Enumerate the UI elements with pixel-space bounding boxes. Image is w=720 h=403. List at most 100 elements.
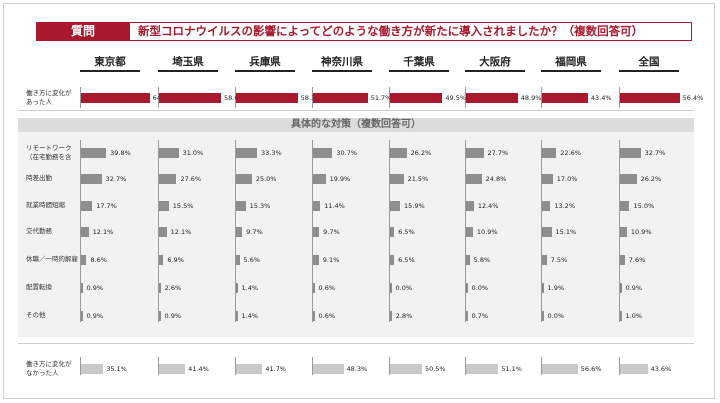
data-bar	[466, 283, 468, 293]
data-label: 35.1%	[106, 365, 127, 373]
data-bar	[542, 201, 551, 211]
data-bar	[313, 174, 326, 184]
data-bar	[81, 93, 150, 103]
data-bar	[236, 148, 258, 158]
data-label: 0.0%	[471, 284, 489, 292]
data-label: 43.6%	[650, 365, 672, 373]
data-bar	[466, 148, 484, 158]
data-bar	[313, 311, 315, 321]
data-label: 32.7%	[644, 149, 666, 157]
data-bar	[81, 227, 89, 237]
row-label: 働き方に変化が あった人	[26, 89, 72, 106]
data-label: 17.7%	[96, 202, 117, 210]
data-label: 6.9%	[167, 256, 184, 264]
data-label: 15.0%	[633, 202, 655, 210]
chart-frame	[3, 3, 715, 399]
data-label: 15.5%	[172, 202, 194, 210]
data-bar	[159, 364, 186, 374]
data-bar	[159, 174, 177, 184]
data-label: 26.2%	[640, 175, 662, 183]
data-label: 48.3%	[346, 365, 368, 373]
data-label: 9.7%	[246, 228, 263, 236]
data-bar	[620, 201, 630, 211]
data-label: 41.4%	[188, 365, 209, 373]
data-bar	[81, 148, 107, 158]
data-bar	[159, 93, 221, 103]
axis-line	[80, 87, 81, 108]
data-bar	[159, 311, 161, 321]
data-bar	[542, 311, 544, 321]
question-text: 新型コロナウイルスの影響によってどのような働き方が新たに導入されましたか？（複数…	[130, 22, 692, 41]
data-bar	[159, 283, 161, 293]
data-label: 0.0%	[547, 312, 565, 320]
prefecture-header: 福岡県	[541, 55, 601, 72]
row-label: 就業時間短縮	[26, 201, 65, 209]
data-label: 15.9%	[404, 202, 425, 210]
data-bar	[620, 255, 625, 265]
prefecture-header: 東京都	[80, 55, 140, 72]
row-label: 配置転換	[26, 283, 52, 291]
data-bar	[620, 93, 680, 103]
data-label: 31.0%	[182, 149, 204, 157]
data-label: 27.6%	[180, 175, 202, 183]
data-bar	[466, 255, 470, 265]
prefecture-header: 埼玉県	[158, 55, 218, 72]
data-bar	[159, 201, 169, 211]
data-label: 17.0%	[556, 175, 578, 183]
data-bar	[159, 255, 164, 265]
data-bar	[159, 148, 179, 158]
data-bar	[466, 201, 474, 211]
axis-line	[235, 87, 236, 108]
data-bar	[542, 283, 544, 293]
data-label: 0.0%	[395, 284, 413, 292]
data-label: 27.7%	[487, 149, 509, 157]
data-bar	[390, 255, 395, 265]
data-bar	[620, 174, 637, 184]
axis-line	[619, 87, 620, 108]
data-bar	[390, 174, 404, 184]
data-label: 5.6%	[243, 256, 261, 264]
data-bar	[313, 93, 368, 103]
data-label: 21.5%	[407, 175, 429, 183]
data-bar	[542, 148, 557, 158]
data-label: 41.7%	[265, 365, 287, 373]
axis-line	[619, 140, 620, 322]
row-label: 時差出勤	[26, 174, 52, 182]
data-label: 2.6%	[164, 284, 182, 292]
prefecture-header: 神奈川県	[312, 55, 372, 72]
data-bar	[313, 201, 321, 211]
data-label: 7.6%	[628, 256, 646, 264]
data-bar	[466, 364, 499, 374]
data-label: 0.9%	[164, 312, 182, 320]
measures-panel	[18, 118, 694, 337]
axis-line	[158, 140, 159, 322]
data-label: 5.8%	[473, 256, 491, 264]
data-label: 12.1%	[92, 228, 114, 236]
data-label: 33.3%	[261, 149, 282, 157]
data-label: 10.9%	[476, 228, 498, 236]
data-label: 51.7%	[370, 94, 392, 102]
data-label: 0.7%	[471, 312, 489, 320]
data-bar	[620, 364, 648, 374]
row-separator	[18, 343, 694, 344]
data-label: 12.1%	[170, 228, 192, 236]
data-label: 10.9%	[630, 228, 652, 236]
axis-line	[541, 140, 542, 322]
data-label: 25.0%	[255, 175, 277, 183]
data-bar	[313, 148, 333, 158]
data-label: 0.9%	[86, 284, 104, 292]
data-bar	[542, 364, 578, 374]
data-label: 12.4%	[477, 202, 499, 210]
prefecture-header: 千葉県	[389, 55, 449, 72]
data-bar	[390, 283, 392, 293]
data-label: 0.9%	[625, 284, 643, 292]
axis-line	[389, 357, 390, 375]
axis-line	[158, 357, 159, 375]
data-label: 58.6%	[223, 94, 245, 102]
prefecture-header: 全国	[619, 55, 679, 72]
data-label: 1.0%	[625, 312, 643, 320]
row-label: 働き方に変化が なかった人	[26, 360, 72, 377]
axis-line	[541, 357, 542, 375]
data-bar	[236, 93, 298, 103]
data-label: 26.2%	[410, 149, 432, 157]
